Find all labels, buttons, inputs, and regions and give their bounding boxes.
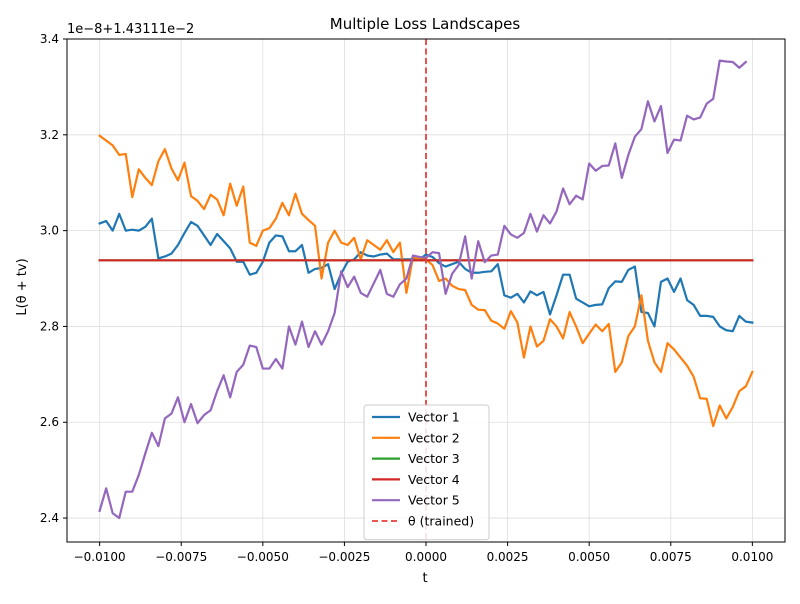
x-tick-label: −0.0050 [237,550,289,564]
x-tick-label: 0.0050 [568,550,610,564]
x-tick-label: −0.0100 [74,550,126,564]
legend-label: Vector 4 [408,472,460,487]
chart-title: Multiple Loss Landscapes [330,15,521,33]
y-tick-label: 2.6 [40,415,59,429]
x-tick-label: 0.0075 [650,550,692,564]
y-tick-label: 3.4 [40,32,59,46]
y-offset-text: 1e−8+1.43111e−2 [67,22,194,37]
y-tick-label: 2.8 [40,319,59,333]
x-tick-label: −0.0025 [318,550,370,564]
x-tick-label: 0.0100 [731,550,773,564]
y-tick-label: 2.4 [40,511,59,525]
legend-label: Vector 2 [408,430,460,445]
y-axis-label: L(θ + tv) [15,258,30,315]
y-tick-label: 3.0 [40,224,59,238]
legend-label: θ (trained) [408,514,474,529]
plot-area [67,38,785,542]
x-tick-label: −0.0075 [155,550,207,564]
y-tick-label: 3.2 [40,128,59,142]
x-axis-label: t [422,571,427,586]
legend-label: Vector 3 [408,451,460,466]
legend-label: Vector 5 [408,493,460,508]
legend: Vector 1 Vector 2 Vector 3 Vector 4 Vector 5… [363,404,490,541]
series-line-vector-5 [98,59,748,520]
legend-label: Vector 1 [408,410,460,425]
x-tick-label: 0.0000 [405,550,447,564]
x-tick-label: 0.0025 [487,550,529,564]
